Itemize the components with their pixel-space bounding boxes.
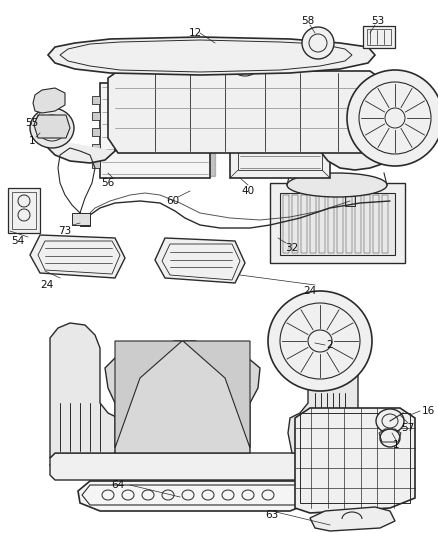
Bar bbox=[12, 192, 36, 229]
Bar bbox=[366, 29, 390, 45]
Polygon shape bbox=[34, 115, 70, 138]
Text: 58: 58 bbox=[301, 16, 314, 26]
Bar bbox=[363, 195, 369, 253]
Polygon shape bbox=[92, 96, 100, 104]
Bar bbox=[381, 195, 387, 253]
Polygon shape bbox=[197, 85, 204, 176]
Ellipse shape bbox=[346, 70, 438, 166]
Text: 56: 56 bbox=[101, 178, 114, 188]
Text: 12: 12 bbox=[188, 28, 201, 38]
Polygon shape bbox=[155, 85, 162, 176]
Text: 24: 24 bbox=[303, 286, 316, 296]
Polygon shape bbox=[50, 323, 120, 458]
Bar bbox=[230, 88, 329, 178]
Polygon shape bbox=[112, 85, 119, 176]
Polygon shape bbox=[381, 195, 387, 253]
Text: 32: 32 bbox=[285, 243, 298, 253]
Polygon shape bbox=[50, 453, 357, 480]
Ellipse shape bbox=[301, 27, 333, 59]
Bar bbox=[100, 83, 209, 178]
Bar bbox=[309, 195, 315, 253]
Polygon shape bbox=[336, 195, 342, 253]
Polygon shape bbox=[50, 458, 357, 478]
Polygon shape bbox=[108, 71, 379, 153]
Polygon shape bbox=[33, 88, 65, 113]
Text: 73: 73 bbox=[58, 226, 71, 236]
Polygon shape bbox=[363, 195, 369, 253]
Polygon shape bbox=[354, 195, 360, 253]
Bar bbox=[362, 26, 394, 48]
Bar bbox=[318, 195, 324, 253]
Text: 53: 53 bbox=[371, 16, 384, 26]
Ellipse shape bbox=[375, 409, 403, 433]
Polygon shape bbox=[78, 481, 314, 511]
Polygon shape bbox=[176, 85, 183, 176]
Polygon shape bbox=[105, 341, 259, 453]
Bar bbox=[237, 96, 321, 170]
Text: 60: 60 bbox=[166, 196, 179, 206]
Polygon shape bbox=[183, 341, 249, 448]
Polygon shape bbox=[134, 85, 141, 176]
Bar bbox=[336, 195, 342, 253]
Text: 2: 2 bbox=[326, 340, 332, 350]
Bar bbox=[279, 193, 394, 255]
Polygon shape bbox=[318, 195, 324, 253]
Ellipse shape bbox=[286, 173, 386, 197]
Polygon shape bbox=[327, 195, 333, 253]
Bar bbox=[291, 195, 297, 253]
Polygon shape bbox=[92, 128, 100, 136]
Polygon shape bbox=[372, 195, 378, 253]
Text: 40: 40 bbox=[241, 186, 254, 196]
Bar bbox=[269, 183, 404, 263]
Bar bbox=[300, 195, 306, 253]
Text: 55: 55 bbox=[25, 118, 39, 128]
Polygon shape bbox=[102, 85, 109, 176]
Polygon shape bbox=[309, 507, 394, 531]
Bar bbox=[8, 188, 40, 233]
Bar bbox=[345, 195, 351, 253]
Polygon shape bbox=[208, 85, 215, 176]
Ellipse shape bbox=[30, 108, 74, 148]
Polygon shape bbox=[45, 108, 397, 170]
Polygon shape bbox=[345, 195, 351, 253]
Text: 63: 63 bbox=[265, 510, 278, 520]
Polygon shape bbox=[30, 235, 125, 278]
Bar bbox=[80, 216, 90, 226]
Bar bbox=[72, 213, 90, 225]
Polygon shape bbox=[283, 195, 288, 253]
Text: 24: 24 bbox=[40, 280, 53, 290]
Polygon shape bbox=[155, 238, 244, 283]
Polygon shape bbox=[294, 408, 414, 513]
Text: 54: 54 bbox=[11, 236, 25, 246]
Bar bbox=[283, 195, 288, 253]
Text: 16: 16 bbox=[420, 406, 434, 416]
Bar bbox=[354, 195, 360, 253]
Polygon shape bbox=[144, 85, 151, 176]
Polygon shape bbox=[300, 195, 306, 253]
Polygon shape bbox=[291, 195, 297, 253]
Polygon shape bbox=[287, 323, 357, 458]
Polygon shape bbox=[115, 341, 182, 448]
Text: 64: 64 bbox=[111, 480, 124, 490]
Text: 1: 1 bbox=[392, 440, 399, 450]
Polygon shape bbox=[123, 85, 130, 176]
Bar bbox=[372, 195, 378, 253]
Ellipse shape bbox=[379, 429, 399, 447]
Bar bbox=[344, 196, 354, 206]
Polygon shape bbox=[48, 37, 374, 75]
Text: 1: 1 bbox=[28, 136, 35, 146]
Polygon shape bbox=[92, 144, 100, 152]
Polygon shape bbox=[92, 112, 100, 120]
Text: 57: 57 bbox=[400, 423, 413, 433]
Polygon shape bbox=[92, 160, 100, 168]
Polygon shape bbox=[165, 85, 172, 176]
Polygon shape bbox=[309, 195, 315, 253]
Ellipse shape bbox=[267, 291, 371, 391]
Bar bbox=[327, 195, 333, 253]
Polygon shape bbox=[187, 85, 193, 176]
